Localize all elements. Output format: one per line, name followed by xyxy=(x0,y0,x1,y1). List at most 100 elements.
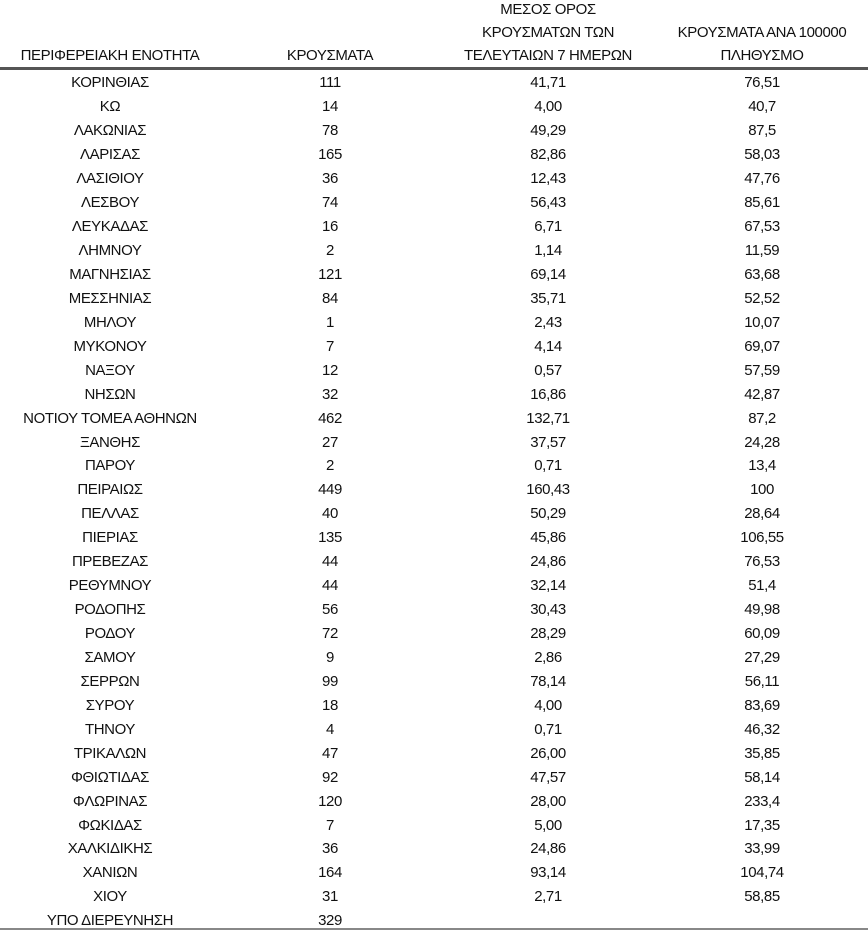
cell-cases: 44 xyxy=(322,577,338,595)
table-row: ΤΡΙΚΑΛΩΝ 47 26,00 35,85 xyxy=(0,741,868,765)
cell-seven-day-average: 78,14 xyxy=(530,672,566,690)
table-body: ΚΟΡΙΝΘΙΑΣ 111 41,71 76,51 ΚΩ 14 4,00 40,7 ΛΑΚΩΝΙ… xyxy=(0,70,868,933)
cell-cases: 12 xyxy=(322,361,338,379)
cell-region: ΛΑΣΙΘΙΟΥ xyxy=(76,170,144,188)
cell-cases: 2 xyxy=(326,457,334,475)
cell-region: ΛΗΜΝΟΥ xyxy=(78,242,142,260)
table-row: ΛΕΥΚΑΔΑΣ 16 6,71 67,53 xyxy=(0,215,868,239)
cell-cases-per-100000: 87,2 xyxy=(748,409,776,427)
cell-cases-per-100000: 46,32 xyxy=(744,720,780,738)
cell-region: ΛΑΡΙΣΑΣ xyxy=(80,146,140,164)
cell-region: ΚΟΡΙΝΘΙΑΣ xyxy=(71,74,149,92)
cell-cases-per-100000: 233,4 xyxy=(744,792,780,810)
cell-region: ΦΩΚΙΔΑΣ xyxy=(78,816,142,834)
cell-seven-day-average: 0,71 xyxy=(534,457,562,475)
cell-cases: 14 xyxy=(322,98,338,116)
cell-cases-per-100000: 52,52 xyxy=(744,289,780,307)
cell-cases-per-100000: 57,59 xyxy=(744,361,780,379)
cell-cases: 92 xyxy=(322,768,338,786)
cell-cases: 7 xyxy=(326,337,334,355)
table-row: ΦΘΙΩΤΙΔΑΣ 92 47,57 58,14 xyxy=(0,765,868,789)
cell-seven-day-average: 30,43 xyxy=(530,601,566,619)
table-row: ΝΟΤΙΟΥ ΤΟΜΕΑ ΑΘΗΝΩΝ 462 132,71 87,2 xyxy=(0,406,868,430)
cell-cases-per-100000: 56,11 xyxy=(744,672,780,690)
header-line: ΚΡΟΥΣΜΑΤΑ ΑΝΑ 100000 xyxy=(677,24,847,41)
cell-cases-per-100000: 24,28 xyxy=(744,433,780,451)
table-bottom-border xyxy=(0,928,868,930)
table-row: ΛΑΣΙΘΙΟΥ 36 12,43 47,76 xyxy=(0,167,868,191)
cell-region: ΛΑΚΩΝΙΑΣ xyxy=(73,122,147,140)
table-row: ΠΙΕΡΙΑΣ 135 45,86 106,55 xyxy=(0,526,868,550)
cell-cases: 99 xyxy=(322,672,338,690)
cell-region: ΞΑΝΘΗΣ xyxy=(80,433,140,451)
cell-cases: 449 xyxy=(318,481,342,499)
cell-region: ΤΡΙΚΑΛΩΝ xyxy=(73,744,147,762)
cell-cases: 44 xyxy=(322,553,338,571)
cell-cases-per-100000: 58,85 xyxy=(744,888,780,906)
cell-cases-per-100000: 13,4 xyxy=(748,457,776,475)
cell-cases-per-100000: 83,69 xyxy=(744,696,780,714)
cell-cases: 18 xyxy=(322,696,338,714)
cell-region: ΜΗΛΟΥ xyxy=(83,313,137,331)
table-row: ΜΥΚΟΝΟΥ 7 4,14 69,07 xyxy=(0,334,868,358)
cell-region: ΧΑΝΙΩΝ xyxy=(82,864,138,882)
cell-seven-day-average: 50,29 xyxy=(530,505,566,523)
table-row: ΝΗΣΩΝ 32 16,86 42,87 xyxy=(0,382,868,406)
cell-cases: 36 xyxy=(322,840,338,858)
cell-cases-per-100000: 40,7 xyxy=(748,98,776,116)
cell-region: ΣΕΡΡΩΝ xyxy=(80,672,140,690)
cell-seven-day-average: 93,14 xyxy=(530,864,566,882)
header-line: ΚΡΟΥΣΜΑΤΑ xyxy=(286,47,374,64)
table-row: ΡΟΔΟΥ 72 28,29 60,09 xyxy=(0,622,868,646)
header-line: ΠΛΗΘΥΣΜΟ xyxy=(720,47,804,64)
table-row: ΠΕΙΡΑΙΩΣ 449 160,43 100 xyxy=(0,478,868,502)
cell-seven-day-average: 0,71 xyxy=(534,720,562,738)
cell-seven-day-average: 24,86 xyxy=(530,553,566,571)
cell-region: ΝΑΞΟΥ xyxy=(85,361,135,379)
cell-seven-day-average: 35,71 xyxy=(530,289,566,307)
cell-region: ΠΡΕΒΕΖΑΣ xyxy=(71,553,149,571)
table-row: ΣΕΡΡΩΝ 99 78,14 56,11 xyxy=(0,669,868,693)
cell-cases: 164 xyxy=(318,864,342,882)
table-row: ΜΑΓΝΗΣΙΑΣ 121 69,14 63,68 xyxy=(0,263,868,287)
table-row: ΚΩ 14 4,00 40,7 xyxy=(0,95,868,119)
cell-cases-per-100000: 42,87 xyxy=(744,385,780,403)
cell-cases: 9 xyxy=(326,648,334,666)
cell-seven-day-average: 69,14 xyxy=(530,265,566,283)
cell-region: ΝΟΤΙΟΥ ΤΟΜΕΑ ΑΘΗΝΩΝ xyxy=(23,409,197,427)
header-line: ΤΕΛΕΥΤΑΙΩΝ 7 ΗΜΕΡΩΝ xyxy=(464,47,632,64)
cell-seven-day-average: 45,86 xyxy=(530,529,566,547)
cell-seven-day-average: 26,00 xyxy=(530,744,566,762)
table-row: ΧΙΟΥ 31 2,71 58,85 xyxy=(0,885,868,909)
cell-seven-day-average: 12,43 xyxy=(530,170,566,188)
cell-region: ΧΑΛΚΙΔΙΚΗΣ xyxy=(67,840,153,858)
cell-seven-day-average: 41,71 xyxy=(530,74,566,92)
cell-region: ΠΕΛΛΑΣ xyxy=(81,505,139,523)
cell-cases-per-100000: 60,09 xyxy=(744,625,780,643)
header-region: ΠΕΡΙΦΕΡΕΙΑΚΗ ΕΝΟΤΗΤΑ xyxy=(0,0,220,67)
cell-region: ΦΛΩΡΙΝΑΣ xyxy=(72,792,148,810)
cell-region: ΜΥΚΟΝΟΥ xyxy=(73,337,147,355)
cell-cases: 462 xyxy=(318,409,342,427)
cell-region: ΝΗΣΩΝ xyxy=(84,385,136,403)
header-cases: ΚΡΟΥΣΜΑΤΑ xyxy=(220,0,440,67)
table-row: ΡΕΘΥΜΝΟΥ 44 32,14 51,4 xyxy=(0,574,868,598)
cell-cases: 1 xyxy=(326,313,334,331)
cell-seven-day-average: 4,00 xyxy=(534,98,562,116)
cell-seven-day-average: 2,43 xyxy=(534,313,562,331)
cell-cases-per-100000: 58,14 xyxy=(744,768,780,786)
table-row: ΠΡΕΒΕΖΑΣ 44 24,86 76,53 xyxy=(0,550,868,574)
cell-seven-day-average: 49,29 xyxy=(530,122,566,140)
header-line: ΠΕΡΙΦΕΡΕΙΑΚΗ ΕΝΟΤΗΤΑ xyxy=(20,47,200,64)
cell-cases-per-100000: 35,85 xyxy=(744,744,780,762)
cell-seven-day-average: 6,71 xyxy=(534,218,562,236)
cell-cases: 31 xyxy=(322,888,338,906)
cell-seven-day-average: 4,00 xyxy=(534,696,562,714)
cell-region: ΠΑΡΟΥ xyxy=(84,457,136,475)
cell-region: ΜΕΣΣΗΝΙΑΣ xyxy=(68,289,152,307)
cell-cases-per-100000: 100 xyxy=(750,481,774,499)
cell-region: ΦΘΙΩΤΙΔΑΣ xyxy=(70,768,150,786)
header-cases-per-100000: ΚΡΟΥΣΜΑΤΑ ΑΝΑ 100000 ΠΛΗΘΥΣΜΟ xyxy=(656,0,868,67)
table-row: ΝΑΞΟΥ 12 0,57 57,59 xyxy=(0,358,868,382)
cell-seven-day-average: 0,57 xyxy=(534,361,562,379)
